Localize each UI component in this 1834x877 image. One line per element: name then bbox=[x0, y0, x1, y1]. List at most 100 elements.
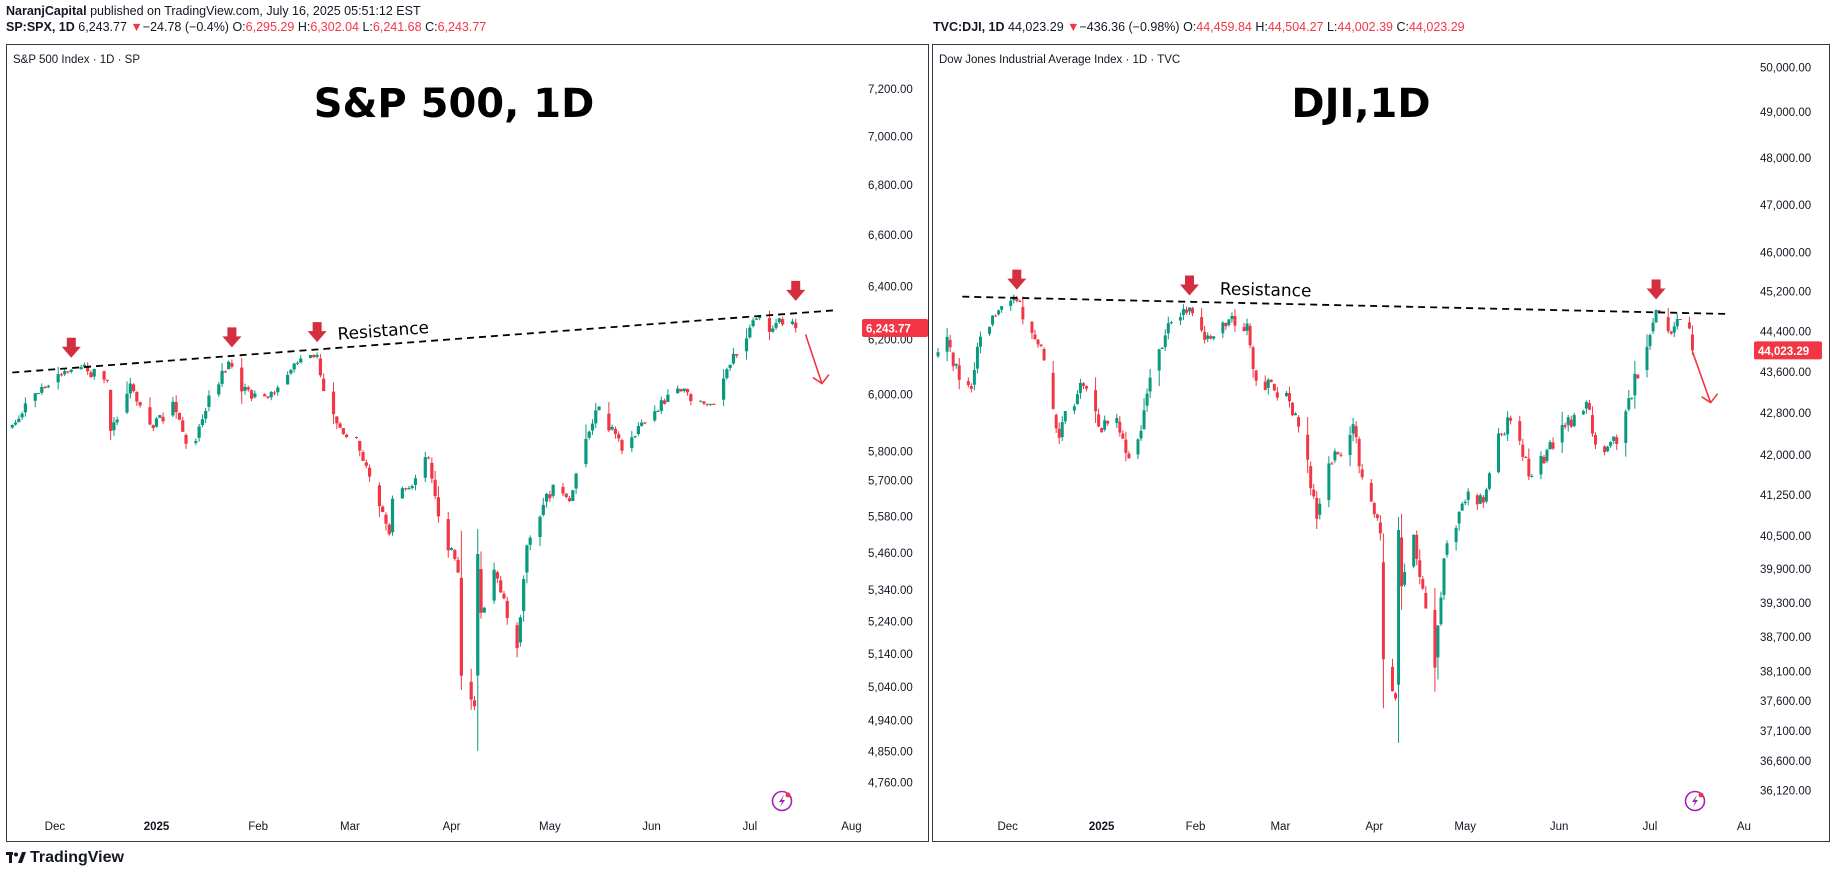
y-tick-label: 6,600.00 bbox=[868, 230, 913, 242]
resistance-line[interactable] bbox=[12, 309, 836, 374]
resistance-line[interactable] bbox=[962, 295, 1729, 315]
candle-body bbox=[1103, 420, 1107, 430]
y-tick-label: 50,000.00 bbox=[1760, 62, 1811, 74]
candle-body bbox=[1633, 373, 1637, 396]
candle-body bbox=[472, 700, 477, 707]
candle-body bbox=[1142, 410, 1146, 430]
candle-body bbox=[289, 369, 293, 374]
left-close-value: 6,243.77 bbox=[437, 20, 487, 34]
candle-body bbox=[1415, 534, 1419, 559]
left-symbol[interactable]: SP:SPX, 1D bbox=[6, 20, 75, 34]
x-tick-label: Mar bbox=[1270, 821, 1290, 833]
spx-chart[interactable]: S&P 500 Index · 1D · SP S&P 500, 1D 7,200.… bbox=[7, 45, 928, 841]
candle-body bbox=[574, 473, 578, 489]
candle-body bbox=[1248, 325, 1252, 346]
lightning-icon[interactable] bbox=[771, 790, 793, 812]
right-symbol[interactable]: TVC:DJI, 1D bbox=[933, 20, 1005, 34]
chart-subtitle: Dow Jones Industrial Average Index · 1D … bbox=[939, 54, 1180, 66]
candle-body bbox=[1497, 433, 1501, 473]
candle-body bbox=[1033, 334, 1037, 340]
candle-body bbox=[1666, 317, 1670, 332]
candle-body bbox=[453, 550, 457, 559]
y-tick-label: 5,140.00 bbox=[868, 649, 913, 661]
right-open-value: 44,459.84 bbox=[1196, 20, 1252, 34]
candle-body bbox=[1339, 454, 1343, 456]
candle-body bbox=[991, 315, 995, 325]
candle-body bbox=[988, 326, 992, 334]
candle-body bbox=[23, 403, 27, 413]
chart-title: S&P 500, 1D bbox=[314, 81, 595, 127]
candle-body bbox=[56, 374, 60, 383]
candle-body bbox=[617, 434, 621, 439]
candle-body bbox=[1051, 372, 1055, 410]
tradingview-footer[interactable]: TradingView bbox=[6, 849, 124, 867]
candle-body bbox=[708, 403, 713, 405]
author-name[interactable]: NaranjCapital bbox=[6, 4, 87, 18]
candle-body bbox=[1566, 417, 1570, 425]
right-close-value: 44,023.29 bbox=[1408, 20, 1465, 34]
y-tick-label: 7,000.00 bbox=[868, 131, 913, 143]
dji-chart-panel[interactable]: Dow Jones Industrial Average Index · 1D … bbox=[932, 44, 1830, 842]
candle-body bbox=[525, 545, 529, 573]
candle-body bbox=[410, 486, 414, 489]
candle-body bbox=[1548, 442, 1552, 450]
projection-arrow bbox=[1691, 351, 1719, 404]
candle-body bbox=[89, 372, 93, 378]
down-arrow-icon bbox=[1007, 269, 1027, 290]
candle-body bbox=[1121, 433, 1125, 439]
projection-arrow bbox=[804, 334, 830, 385]
candle-body bbox=[1036, 339, 1040, 345]
y-tick-label: 45,200.00 bbox=[1760, 287, 1811, 299]
publisher-line: NaranjCapital published on TradingView.c… bbox=[6, 4, 421, 18]
candle-body bbox=[286, 374, 290, 385]
candle-body bbox=[194, 441, 198, 444]
x-tick-label: Feb bbox=[1186, 821, 1206, 833]
candle-body bbox=[1163, 335, 1167, 348]
candle-body bbox=[1348, 434, 1352, 456]
y-tick-label: 6,000.00 bbox=[868, 390, 913, 402]
spx-chart-panel[interactable]: S&P 500 Index · 1D · SP S&P 500, 1D 7,200.… bbox=[6, 44, 929, 842]
candle-body bbox=[505, 600, 509, 619]
candle-body bbox=[223, 371, 227, 373]
notification-dot bbox=[1698, 792, 1704, 798]
candle-body bbox=[125, 393, 129, 413]
y-tick-label: 42,800.00 bbox=[1760, 408, 1811, 420]
candle-body bbox=[322, 378, 326, 392]
candle-body bbox=[567, 498, 572, 502]
candle-body bbox=[1654, 310, 1658, 323]
candle-body bbox=[1000, 306, 1004, 310]
candle-body bbox=[217, 384, 221, 395]
candle-body bbox=[1330, 463, 1334, 465]
candle-body bbox=[1094, 390, 1098, 412]
y-tick-label: 5,800.00 bbox=[868, 447, 913, 459]
candle-body bbox=[246, 387, 250, 390]
candle-body bbox=[1263, 381, 1267, 390]
y-tick-label: 40,500.00 bbox=[1760, 531, 1811, 543]
candle-body bbox=[354, 437, 359, 439]
x-tick-label: Dec bbox=[997, 821, 1018, 833]
lightning-icon[interactable] bbox=[1684, 790, 1706, 812]
candle-body bbox=[102, 371, 106, 380]
right-change: −436.36 (−0.98%) bbox=[1079, 20, 1180, 34]
down-arrow-icon bbox=[61, 337, 81, 358]
candle-body bbox=[666, 394, 670, 402]
chart-subtitle: S&P 500 Index · 1D · SP bbox=[13, 54, 140, 66]
candle-body bbox=[640, 422, 644, 426]
dji-chart[interactable]: Dow Jones Industrial Average Index · 1D … bbox=[933, 45, 1829, 841]
candle-body bbox=[548, 494, 552, 499]
candle-body bbox=[423, 457, 427, 478]
candle-body bbox=[1178, 317, 1182, 321]
candle-body bbox=[541, 504, 545, 515]
candle-body bbox=[538, 516, 542, 537]
last-price-badge bbox=[1754, 341, 1822, 360]
y-tick-label: 37,100.00 bbox=[1760, 726, 1811, 738]
right-low-value: 44,002.39 bbox=[1337, 20, 1393, 34]
candle-body bbox=[1551, 442, 1555, 449]
candle-body bbox=[1188, 307, 1191, 312]
x-tick-label: May bbox=[539, 821, 561, 833]
tradingview-logo-icon bbox=[6, 852, 26, 863]
candle-body bbox=[197, 426, 201, 438]
candle-body bbox=[112, 422, 116, 431]
candle-body bbox=[1309, 466, 1313, 489]
candle-body bbox=[972, 369, 976, 385]
